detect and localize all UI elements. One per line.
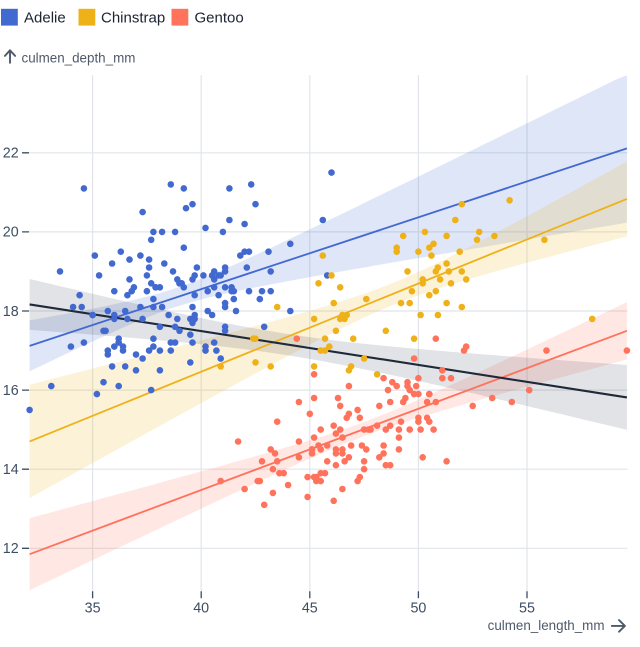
svg-text:50: 50 xyxy=(410,601,426,617)
svg-text:45: 45 xyxy=(302,601,318,617)
svg-text:55: 55 xyxy=(519,601,535,617)
svg-text:Gentoo: Gentoo xyxy=(195,9,244,26)
svg-text:culmen_depth_mm: culmen_depth_mm xyxy=(22,51,136,66)
svg-text:12: 12 xyxy=(3,541,19,557)
svg-text:18: 18 xyxy=(3,304,19,320)
svg-text:Chinstrap: Chinstrap xyxy=(101,9,165,26)
svg-text:22: 22 xyxy=(3,146,19,162)
svg-text:16: 16 xyxy=(3,383,19,399)
svg-text:Adelie: Adelie xyxy=(24,9,66,26)
svg-text:20: 20 xyxy=(3,225,19,241)
svg-text:14: 14 xyxy=(3,462,19,478)
svg-text:35: 35 xyxy=(85,601,101,617)
svg-text:40: 40 xyxy=(193,601,209,617)
svg-text:culmen_length_mm: culmen_length_mm xyxy=(488,618,605,633)
